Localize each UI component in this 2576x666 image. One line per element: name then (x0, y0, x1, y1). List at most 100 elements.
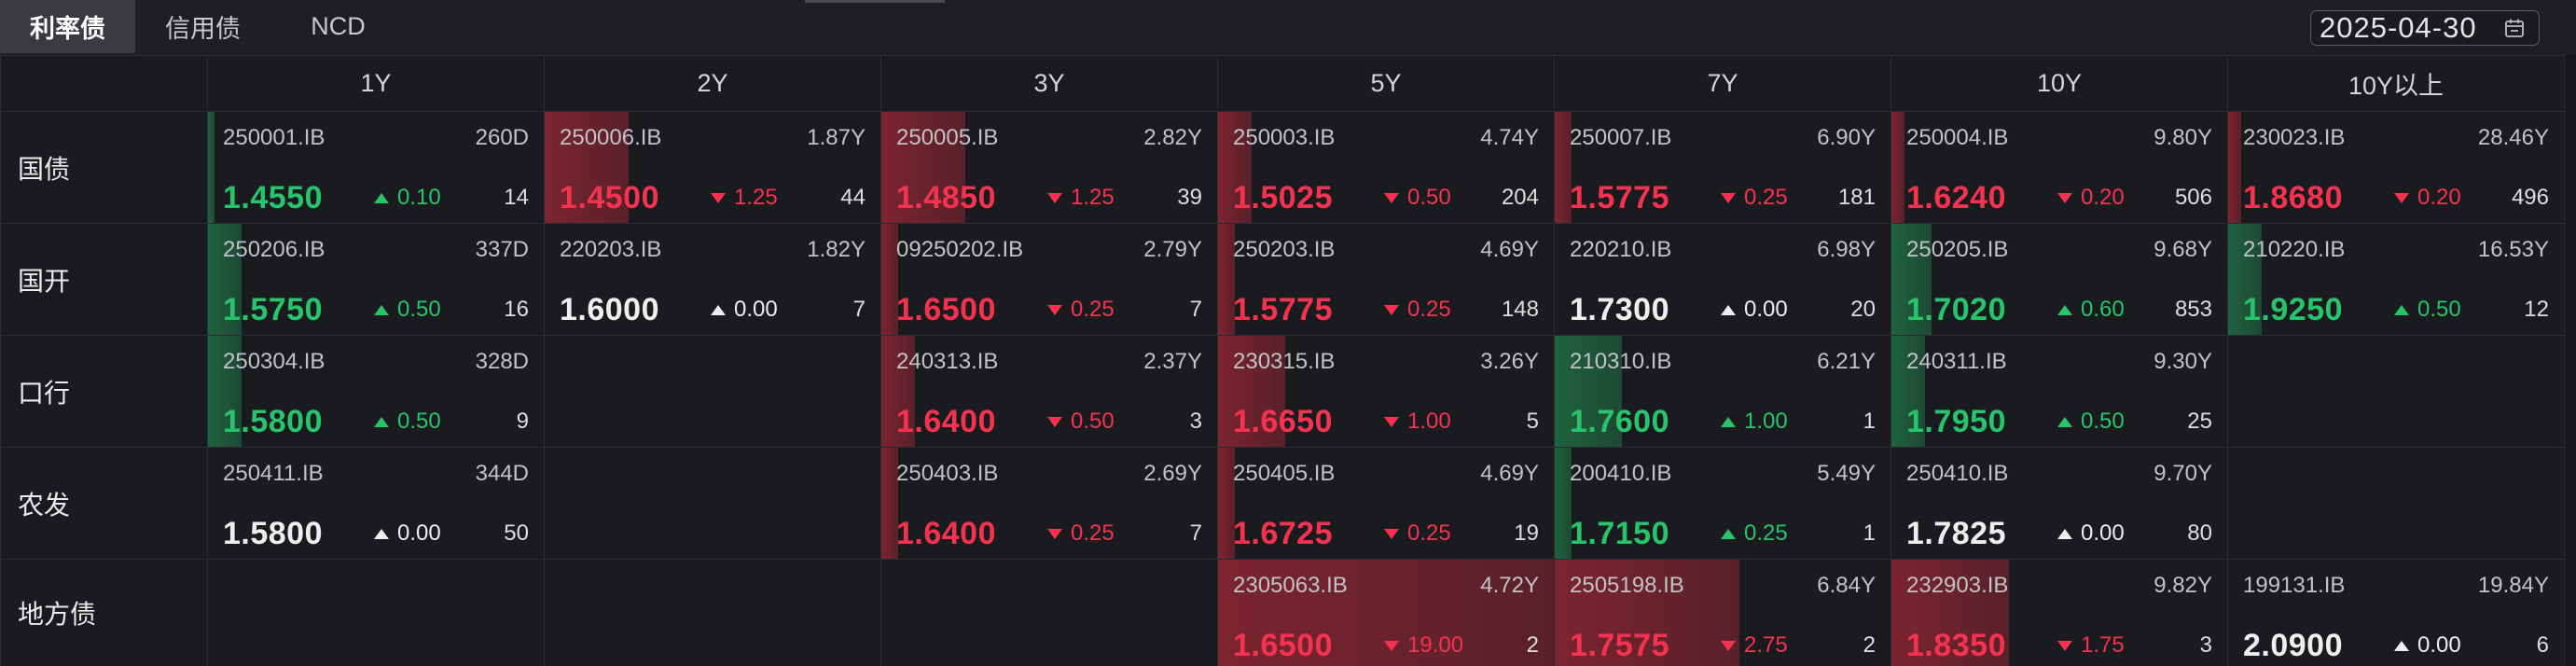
quote-cell[interactable]: 250006.IB 1.87Y 1.4500 1.25 44 (545, 112, 880, 223)
yield-value: 1.5800 (223, 404, 323, 439)
quote-cell[interactable]: 2305063.IB 4.72Y 1.6500 19.00 2 (1218, 560, 1554, 666)
yield-change-value: 0.00 (734, 297, 778, 322)
yield-change: 0.20 (2057, 181, 2125, 215)
term-to-maturity: 4.69Y (1480, 461, 1539, 486)
triangle-up-icon (711, 304, 726, 315)
yield-change: 0.50 (1047, 405, 1115, 438)
bond-code: 2305063.IB (1233, 573, 1348, 598)
triangle-up-icon (2057, 528, 2072, 539)
quote-cell[interactable]: 210310.IB 6.21Y 1.7600 1.00 1 (1555, 336, 1890, 447)
yield-change-value: 0.25 (1407, 520, 1451, 546)
column-header-7y: 7Y (1555, 56, 1890, 111)
yield-change: 0.50 (1384, 181, 1451, 215)
change-bar (208, 224, 242, 335)
yield-change-value: 0.25 (1744, 520, 1788, 546)
term-to-maturity: 1.87Y (807, 125, 866, 150)
quote-cell[interactable]: 240313.IB 2.37Y 1.6400 0.50 3 (881, 336, 1217, 447)
quote-cell[interactable]: 250205.IB 9.68Y 1.7020 0.60 853 (1891, 224, 2227, 335)
triangle-down-icon (2394, 192, 2409, 203)
bond-code: 250410.IB (1906, 461, 2009, 486)
quote-cell[interactable]: 210220.IB 16.53Y 1.9250 0.50 12 (2228, 224, 2564, 335)
term-to-maturity: 3.26Y (1480, 349, 1539, 374)
quote-cell[interactable]: 250206.IB 337D 1.5750 0.50 16 (208, 224, 544, 335)
quote-cell[interactable]: 200410.IB 5.49Y 1.7150 0.25 1 (1555, 448, 1890, 559)
quote-cell[interactable]: 250411.IB 344D 1.5800 0.00 50 (208, 448, 544, 559)
yield-value: 1.6500 (896, 292, 996, 327)
quote-cell[interactable]: 250003.IB 4.74Y 1.5025 0.50 204 (1218, 112, 1554, 223)
change-bar (545, 112, 629, 223)
yield-change: 0.50 (374, 293, 441, 326)
term-to-maturity: 1.82Y (807, 237, 866, 262)
quote-cell[interactable]: 220203.IB 1.82Y 1.6000 0.00 7 (545, 224, 880, 335)
yield-change: 0.10 (374, 181, 441, 215)
yield-change: 0.25 (1047, 517, 1115, 550)
yield-change-value: 0.00 (397, 520, 441, 546)
trade-count: 148 (1501, 297, 1539, 322)
change-bar (1891, 560, 2009, 666)
trade-count: 50 (504, 520, 529, 546)
term-to-maturity: 4.69Y (1480, 237, 1539, 262)
date-value[interactable]: 2025-04-30 (2320, 11, 2477, 44)
calendar-icon[interactable] (2504, 18, 2525, 38)
date-picker[interactable]: 2025-04-30 (2310, 10, 2540, 46)
quote-cell[interactable]: 250004.IB 9.80Y 1.6240 0.20 506 (1891, 112, 2227, 223)
change-bar (1218, 224, 1235, 335)
yield-change: 0.00 (2394, 629, 2461, 662)
change-bar (1218, 448, 1235, 559)
bond-code: 250005.IB (896, 125, 999, 150)
yield-value: 1.6650 (1233, 404, 1333, 439)
yield-change-value: 0.20 (2417, 185, 2461, 210)
quote-cell[interactable]: 232903.IB 9.82Y 1.8350 1.75 3 (1891, 560, 2227, 666)
column-header-2y: 2Y (545, 56, 880, 111)
yield-change-value: 0.50 (2081, 409, 2125, 434)
quote-cell[interactable]: 199131.IB 19.84Y 2.0900 0.00 6 (2228, 560, 2564, 666)
trade-count: 204 (1501, 185, 1539, 210)
yield-value: 1.6240 (1906, 180, 2006, 215)
tab-rate-bonds[interactable]: 利率债 (0, 0, 135, 53)
yield-change-value: 0.50 (1071, 409, 1115, 434)
quote-cell[interactable]: 250005.IB 2.82Y 1.4850 1.25 39 (881, 112, 1217, 223)
trade-count: 44 (840, 185, 866, 210)
quote-cell[interactable]: 220210.IB 6.98Y 1.7300 0.00 20 (1555, 224, 1890, 335)
yield-change-value: 1.25 (1071, 185, 1115, 210)
quote-cell[interactable]: 250410.IB 9.70Y 1.7825 0.00 80 (1891, 448, 2227, 559)
term-to-maturity: 4.72Y (1480, 573, 1539, 598)
empty-cell (2228, 448, 2564, 559)
empty-cell (208, 560, 544, 666)
trade-count: 2 (1863, 632, 1876, 658)
column-header-3y: 3Y (881, 56, 1217, 111)
quote-cell[interactable]: 240311.IB 9.30Y 1.7950 0.50 25 (1891, 336, 2227, 447)
triangle-down-icon (1721, 192, 1736, 203)
quote-cell[interactable]: 230023.IB 28.46Y 1.8680 0.20 496 (2228, 112, 2564, 223)
triangle-up-icon (374, 416, 389, 427)
quote-cell[interactable]: 250203.IB 4.69Y 1.5775 0.25 148 (1218, 224, 1554, 335)
change-bar (881, 112, 965, 223)
trade-count: 506 (2174, 185, 2212, 210)
quote-cell[interactable]: 230315.IB 3.26Y 1.6650 1.00 5 (1218, 336, 1554, 447)
yield-change-value: 1.25 (734, 185, 778, 210)
trade-count: 14 (504, 185, 529, 210)
yield-matrix: 1Y 2Y 3Y 5Y 7Y 10Y 10Y以上 国债 250001.IB 260D 1.4550 0… (0, 55, 2565, 666)
quote-cell[interactable]: 250403.IB 2.69Y 1.6400 0.25 7 (881, 448, 1217, 559)
yield-value: 1.5025 (1233, 180, 1333, 215)
quote-cell[interactable]: 09250202.IB 2.79Y 1.6500 0.25 7 (881, 224, 1217, 335)
quote-cell[interactable]: 2505198.IB 6.84Y 1.7575 2.75 2 (1555, 560, 1890, 666)
yield-change-value: 0.50 (397, 297, 441, 322)
yield-change: 1.25 (711, 181, 778, 215)
bond-code: 250003.IB (1233, 125, 1336, 150)
quote-cell[interactable]: 250405.IB 4.69Y 1.6725 0.25 19 (1218, 448, 1554, 559)
quote-cell[interactable]: 250001.IB 260D 1.4550 0.10 14 (208, 112, 544, 223)
yield-change: 0.20 (2394, 181, 2461, 215)
term-to-maturity: 2.37Y (1143, 349, 1202, 374)
tab-credit-bonds[interactable]: 信用债 (165, 15, 241, 43)
triangle-up-icon (1721, 528, 1736, 539)
yield-value: 1.8350 (1906, 628, 2006, 663)
panel-drag-handle[interactable] (805, 0, 945, 3)
yield-value: 1.6400 (896, 516, 996, 551)
yield-change-value: 0.10 (397, 185, 441, 210)
quote-cell[interactable]: 250304.IB 328D 1.5800 0.50 9 (208, 336, 544, 447)
tab-ncd[interactable]: NCD (311, 12, 366, 40)
quote-cell[interactable]: 250007.IB 6.90Y 1.5775 0.25 181 (1555, 112, 1890, 223)
column-header-10y-plus: 10Y以上 (2228, 56, 2564, 111)
yield-change: 0.00 (2057, 517, 2125, 550)
